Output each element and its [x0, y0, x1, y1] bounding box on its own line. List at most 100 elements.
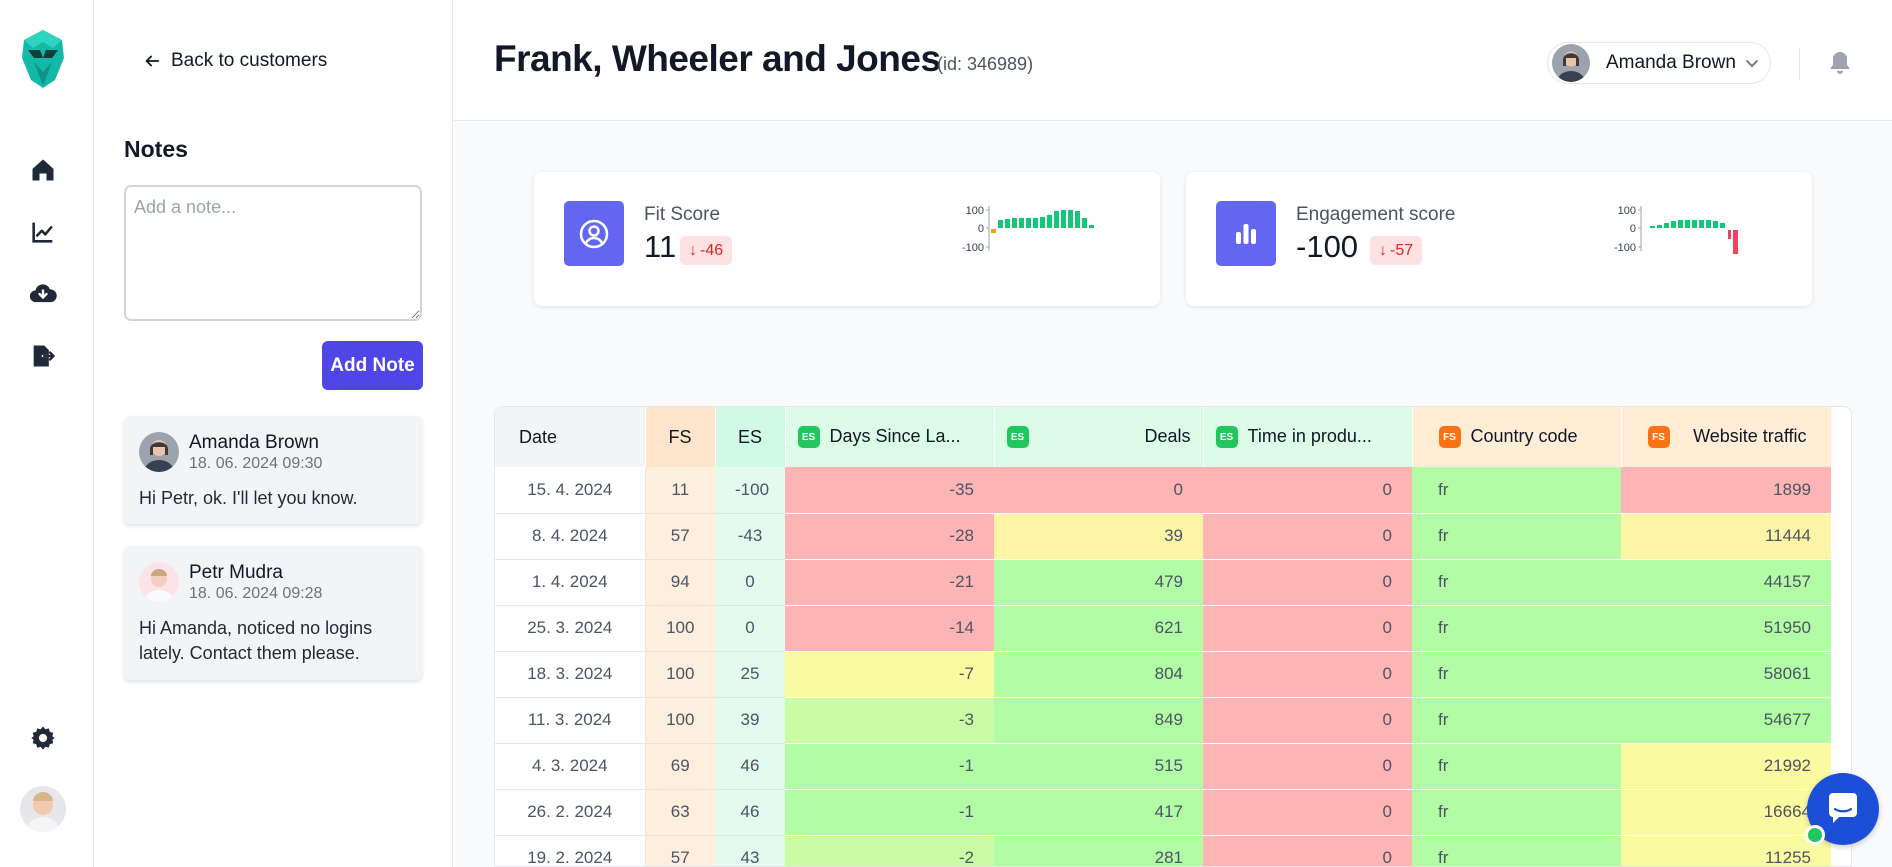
cell-es: 46 [715, 743, 785, 790]
home-icon[interactable] [26, 153, 60, 187]
cell-country-code: fr [1412, 559, 1621, 606]
cell-es: 39 [715, 697, 785, 744]
column-header-time-in-product[interactable]: ES Time in produ... [1203, 407, 1413, 467]
cell-fs: 100 [645, 697, 715, 744]
column-header-days-since[interactable]: ES Days Since La... [785, 407, 995, 467]
note-author: Amanda Brown [189, 432, 319, 453]
cell-website-traffic: 58061 [1621, 651, 1831, 698]
cell-days-since: -7 [785, 651, 994, 698]
table-row[interactable]: 1. 4. 2024 94 0 -21 479 0 fr 44157 [495, 559, 1831, 606]
cell-es: 43 [715, 835, 785, 866]
bar-chart-icon [1216, 201, 1276, 266]
cell-country-code: fr [1412, 743, 1621, 790]
fs-badge: FS [1647, 426, 1670, 449]
cell-es: 0 [715, 605, 785, 652]
score-value: 11 [644, 229, 677, 264]
gear-icon[interactable] [26, 721, 60, 755]
cell-website-traffic: 54677 [1621, 697, 1831, 744]
fit-score-card: Fit Score 11 ↓ -46 100 0 -100 [534, 172, 1160, 306]
add-note-button[interactable]: Add Note [322, 341, 423, 390]
cloud-download-icon[interactable] [26, 277, 60, 311]
cell-fs: 63 [645, 789, 715, 836]
chat-widget-button[interactable] [1805, 773, 1879, 845]
page-title: Frank, Wheeler and Jones [494, 38, 941, 79]
table-row[interactable]: 15. 4. 2024 11 -100 -35 0 0 fr 1899 [495, 467, 1831, 514]
online-status-dot [1805, 825, 1825, 845]
cell-date: 18. 3. 2024 [495, 651, 646, 698]
cell-days-since: -21 [785, 559, 994, 606]
cell-deals: 479 [994, 559, 1203, 606]
cell-country-code: fr [1412, 605, 1621, 652]
logo[interactable] [20, 28, 66, 90]
cell-date: 15. 4. 2024 [495, 467, 646, 514]
cell-days-since: -3 [785, 697, 994, 744]
export-icon[interactable] [26, 339, 60, 373]
history-table: Date FS ES ES Days Since La... ES Deals ES… [494, 406, 1852, 867]
column-label: Website traffic [1693, 425, 1807, 446]
es-badge: ES [1215, 426, 1238, 449]
cell-date: 19. 2. 2024 [495, 835, 646, 866]
note-input[interactable] [124, 185, 422, 321]
axis-tick: -100 [962, 242, 984, 254]
cell-time-in-product: 0 [1203, 651, 1412, 698]
score-label: Engagement score [1296, 204, 1456, 225]
cell-deals: 417 [994, 789, 1203, 836]
back-label: Back to customers [171, 50, 328, 71]
note-author: Petr Mudra [189, 562, 283, 583]
column-header-es[interactable]: ES [715, 407, 786, 467]
arrow-down-icon: ↓ [689, 241, 697, 259]
cell-website-traffic: 21992 [1621, 743, 1831, 790]
note-text: Hi Amanda, noticed no logins lately. Con… [139, 618, 373, 663]
back-to-customers-link[interactable]: Back to customers [143, 50, 327, 72]
table-row[interactable]: 25. 3. 2024 100 0 -14 621 0 fr 51950 [495, 605, 1831, 652]
cell-time-in-product: 0 [1203, 835, 1412, 866]
es-badge: ES [797, 426, 820, 449]
cell-deals: 621 [994, 605, 1203, 652]
page-header: Frank, Wheeler and Jones (id: 346989) Am… [454, 0, 1892, 121]
table-row[interactable]: 11. 3. 2024 100 39 -3 849 0 fr 54677 [495, 697, 1831, 744]
cell-website-traffic: 16664 [1621, 789, 1831, 836]
cell-website-traffic: 11444 [1621, 513, 1831, 560]
cell-days-since: -35 [785, 467, 994, 514]
engagement-score-card: Engagement score -100 ↓ -57 100 0 -100 [1186, 172, 1812, 306]
table-row[interactable]: 8. 4. 2024 57 -43 -28 39 0 fr 11444 [495, 513, 1831, 560]
user-menu-dropdown[interactable]: Amanda Brown [1547, 42, 1771, 84]
cell-country-code: fr [1412, 651, 1621, 698]
chart-line-icon[interactable] [26, 215, 60, 249]
cell-date: 1. 4. 2024 [495, 559, 646, 606]
score-delta: -46 [700, 241, 724, 259]
column-label: Days Since La... [829, 425, 961, 446]
es-badge: ES [1006, 426, 1029, 449]
table-row[interactable]: 19. 2. 2024 57 43 -2 281 0 fr 11255 [495, 835, 1831, 866]
cell-fs: 94 [645, 559, 715, 606]
avatar[interactable] [20, 786, 66, 832]
column-label: Time in produ... [1247, 425, 1372, 446]
cell-fs: 100 [645, 605, 715, 652]
cell-deals: 39 [994, 513, 1203, 560]
cell-days-since: -2 [785, 835, 994, 866]
fs-badge: FS [1438, 426, 1461, 449]
notes-title: Notes [124, 136, 188, 162]
bell-icon[interactable] [1828, 50, 1852, 76]
column-header-deals[interactable]: ES Deals [994, 407, 1204, 467]
axis-tick: 100 [966, 205, 984, 217]
table-row[interactable]: 18. 3. 2024 100 25 -7 804 0 fr 58061 [495, 651, 1831, 698]
cell-es: 25 [715, 651, 785, 698]
chat-icon [1829, 793, 1857, 823]
table-row[interactable]: 26. 2. 2024 63 46 -1 417 0 fr 16664 [495, 789, 1831, 836]
cell-website-traffic: 44157 [1621, 559, 1831, 606]
column-header-date[interactable]: Date [495, 407, 646, 467]
user-name: Amanda Brown [1606, 52, 1736, 73]
cell-date: 11. 3. 2024 [495, 697, 646, 744]
score-value: -100 [1296, 229, 1359, 264]
column-header-country-code[interactable]: FS Country code [1412, 407, 1622, 467]
cell-time-in-product: 0 [1203, 697, 1412, 744]
avatar [1552, 44, 1590, 82]
cell-website-traffic: 1899 [1621, 467, 1831, 514]
cell-date: 26. 2. 2024 [495, 789, 646, 836]
column-header-website-traffic[interactable]: FS Website traffic [1621, 407, 1832, 467]
table-row[interactable]: 4. 3. 2024 69 46 -1 515 0 fr 21992 [495, 743, 1831, 790]
engagement-score-sparkline: 100 0 -100 [1614, 205, 1738, 254]
cell-time-in-product: 0 [1203, 559, 1412, 606]
column-header-fs[interactable]: FS [645, 407, 716, 467]
